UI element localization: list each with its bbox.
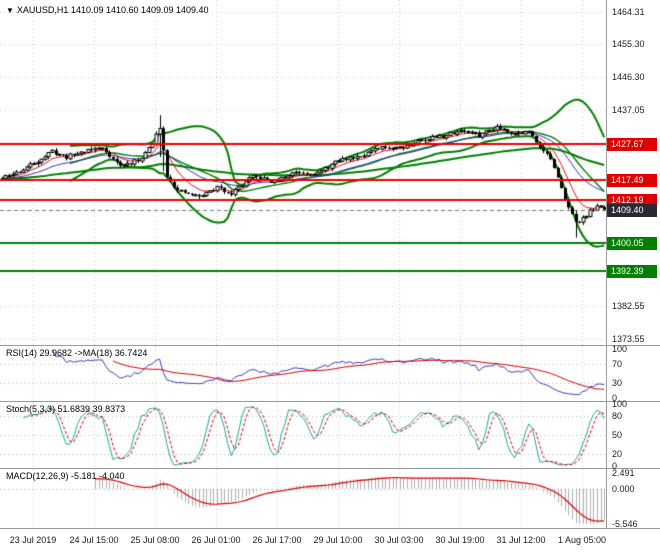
chart-marker-icon[interactable]: ▼ bbox=[6, 6, 14, 15]
rsi-indicator-label: RSI(14) 29.9682 ->MA(18) 36.7424 bbox=[6, 348, 148, 358]
time-axis-label: 26 Jul 17:00 bbox=[252, 535, 302, 545]
macd-pane-canvas[interactable] bbox=[0, 469, 606, 528]
price-axis-label: 1446.30 bbox=[612, 71, 645, 82]
time-axis-label: 25 Jul 08:00 bbox=[130, 535, 180, 545]
price-axis-label: 1455.30 bbox=[612, 39, 645, 50]
macd-indicator-label: MACD(12,26,9) -5.181 -4.040 bbox=[6, 471, 125, 481]
time-axis[interactable]: 23 Jul 2019 24 Jul 15:00 25 Jul 08:00 26 Ju… bbox=[0, 535, 660, 549]
price-level-badge: 1400.05 bbox=[607, 237, 657, 251]
macd-axis-label: -5.546 bbox=[612, 519, 638, 529]
time-axis-label: 1 Aug 05:00 bbox=[557, 535, 607, 545]
main-price-chart-canvas[interactable] bbox=[0, 0, 606, 345]
price-level-badge: 1417.49 bbox=[607, 174, 657, 188]
time-axis-label: 29 Jul 10:00 bbox=[313, 535, 363, 545]
time-axis-label: 30 Jul 19:00 bbox=[435, 535, 485, 545]
time-axis-label: 24 Jul 15:00 bbox=[69, 535, 119, 545]
stoch-axis-label: 100 bbox=[612, 399, 628, 409]
price-level-badge: 1392.39 bbox=[607, 264, 657, 278]
stoch-axis-label: 0 bbox=[612, 461, 618, 471]
symbol-quote-bar: ▼ XAUUSD,H1 1410.09 1410.60 1409.09 1409.… bbox=[6, 5, 209, 15]
time-axis-label: 26 Jul 01:00 bbox=[191, 535, 241, 545]
time-axis-label: 23 Jul 2019 bbox=[9, 535, 57, 545]
price-axis-separator bbox=[606, 0, 607, 529]
price-axis-label: 1437.05 bbox=[612, 105, 645, 116]
macd-axis-label: 2.491 bbox=[612, 468, 635, 478]
stochastic-indicator-label: Stoch(5,3,3) 51.6839 39.8373 bbox=[6, 404, 126, 414]
stoch-axis-label: 50 bbox=[612, 430, 623, 440]
stoch-axis-label: 20 bbox=[612, 448, 623, 459]
rsi-axis-label: 100 bbox=[612, 344, 628, 354]
time-axis-label: 30 Jul 03:00 bbox=[374, 535, 424, 545]
price-axis-label: 1373.55 bbox=[612, 333, 645, 344]
stoch-macd-pane-separator[interactable] bbox=[0, 468, 660, 469]
price-level-badge: 1412.19 bbox=[607, 193, 657, 207]
symbol-ohlc-text: XAUUSD,H1 1410.09 1410.60 1409.09 1409.4… bbox=[16, 5, 209, 15]
time-axis-separator bbox=[0, 528, 660, 529]
price-axis-label: 1464.31 bbox=[612, 6, 645, 17]
time-axis-label: 31 Jul 12:00 bbox=[496, 535, 546, 545]
rsi-axis-label: 0 bbox=[612, 393, 618, 403]
macd-axis-label: 0.000 bbox=[612, 483, 635, 494]
rsi-axis-label: 70 bbox=[612, 358, 623, 369]
rsi-axis-label: 30 bbox=[612, 378, 623, 389]
stoch-axis-label: 80 bbox=[612, 411, 623, 422]
rsi-stoch-pane-separator[interactable] bbox=[0, 401, 660, 402]
price-level-badge: 1427.67 bbox=[607, 137, 657, 151]
price-axis-label: 1382.55 bbox=[612, 301, 645, 312]
main-rsi-pane-separator[interactable] bbox=[0, 345, 660, 346]
price-axis[interactable]: 1464.31 1455.30 1446.30 1437.05 1382.55 1373.… bbox=[0, 0, 660, 529]
rsi-pane-canvas[interactable] bbox=[0, 346, 606, 401]
price-level-badge: 1409.40 bbox=[607, 203, 657, 217]
stochastic-pane-canvas[interactable] bbox=[0, 402, 606, 468]
